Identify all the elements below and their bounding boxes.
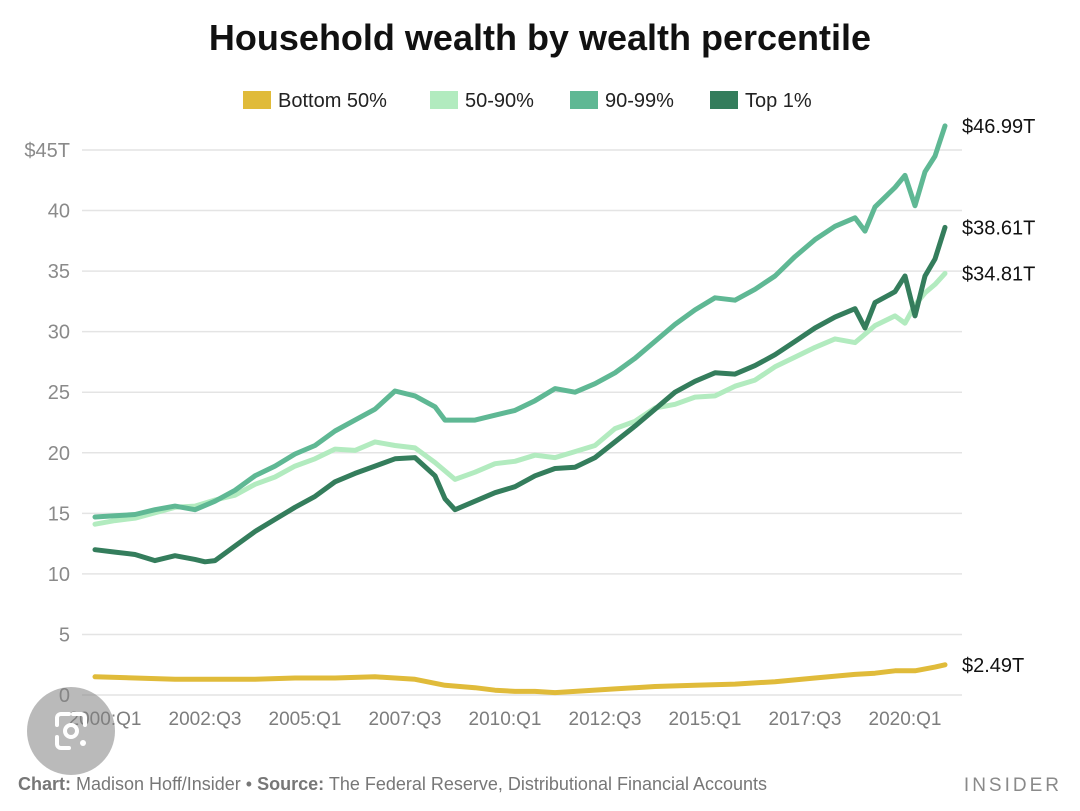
lens-overlay-button[interactable] bbox=[27, 687, 115, 775]
y-tick-label: 20 bbox=[48, 443, 70, 465]
y-tick-label: 25 bbox=[48, 382, 70, 404]
series-line bbox=[92, 662, 948, 696]
x-tick-label: 2005:Q1 bbox=[269, 709, 342, 730]
x-tick-label: 2012:Q3 bbox=[569, 709, 642, 730]
footer-credit: Chart: Madison Hoff/Insider • Source: Th… bbox=[18, 774, 767, 794]
legend-label: Top 1% bbox=[745, 90, 812, 112]
chart-title: Household wealth by wealth percentile bbox=[209, 17, 871, 58]
brand-logo: INSIDER bbox=[964, 775, 1062, 796]
x-tick-label: 2010:Q1 bbox=[469, 709, 542, 730]
legend-label: Bottom 50% bbox=[278, 90, 387, 112]
y-axis: $45T4035302520151050 bbox=[24, 140, 70, 707]
y-tick-label: 15 bbox=[48, 503, 70, 525]
x-tick-label: 2017:Q3 bbox=[769, 709, 842, 730]
x-tick-label: 2007:Q3 bbox=[369, 709, 442, 730]
legend-label: 50-90% bbox=[465, 90, 534, 112]
y-tick-label: 40 bbox=[48, 201, 70, 223]
legend-swatch bbox=[243, 91, 271, 109]
grid bbox=[82, 149, 962, 696]
legend: Bottom 50% 50-90% 90-99% Top 1% bbox=[243, 90, 812, 112]
footer-source-label: Source: bbox=[257, 774, 324, 794]
plot-area bbox=[92, 123, 948, 696]
y-tick-label: $45T bbox=[24, 140, 70, 162]
x-tick-label: 2002:Q3 bbox=[169, 709, 242, 730]
x-tick-label: 2020:Q1 bbox=[869, 709, 942, 730]
legend-swatch bbox=[710, 91, 738, 109]
y-tick-label: 35 bbox=[48, 261, 70, 283]
x-tick-label: 2015:Q1 bbox=[669, 709, 742, 730]
footer-separator: • bbox=[246, 774, 252, 794]
footer-chart-credit: Madison Hoff/Insider bbox=[76, 774, 241, 794]
legend-label: 90-99% bbox=[605, 90, 674, 112]
lens-icon bbox=[55, 712, 87, 750]
y-tick-label: 10 bbox=[48, 564, 70, 586]
series-line bbox=[92, 123, 948, 520]
y-tick-label: 5 bbox=[59, 624, 70, 646]
series-line bbox=[92, 270, 948, 527]
end-value-label: $34.81T bbox=[962, 263, 1035, 285]
end-value-label: $38.61T bbox=[962, 217, 1035, 239]
footer-source-text: The Federal Reserve, Distributional Fina… bbox=[329, 774, 767, 794]
legend-swatch bbox=[570, 91, 598, 109]
x-axis: 2000:Q12002:Q32005:Q12007:Q32010:Q12012:… bbox=[69, 709, 942, 730]
series-line bbox=[92, 224, 948, 565]
end-value-label: $2.49T bbox=[962, 655, 1024, 677]
end-labels: $2.49T $34.81T $46.99T $38.61T bbox=[962, 116, 1035, 677]
legend-swatch bbox=[430, 91, 458, 109]
end-value-label: $46.99T bbox=[962, 116, 1035, 138]
y-tick-label: 30 bbox=[48, 322, 70, 344]
footer-chart-label: Chart: bbox=[18, 774, 71, 794]
